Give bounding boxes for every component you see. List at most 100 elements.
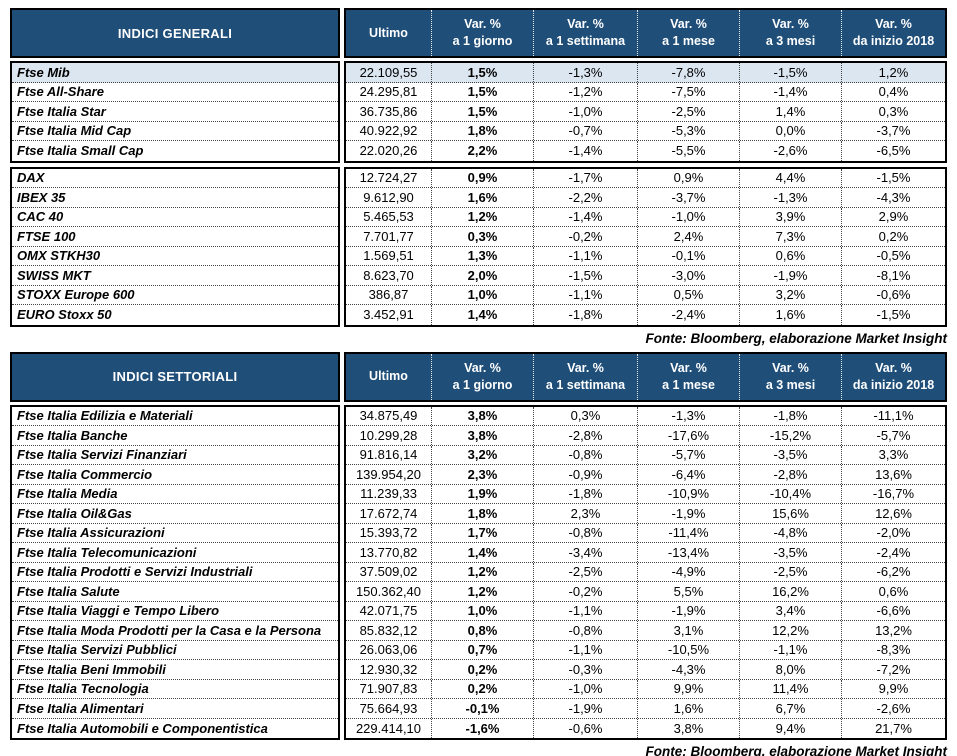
value-cell: 0,6% [878,583,909,599]
table-row: 40.922,92 1,8% -0,7% -5,3% 0,0% -3,7% [346,121,945,141]
value-cell: -1,9% [534,699,638,718]
value-cell: 13.770,82 [346,543,432,562]
table-row: 26.063,06 0,7% -1,1% -10,5% -1,1% -8,3% [346,640,945,660]
index-name: Ftse Italia Media [12,485,338,504]
value-cell: -8,1% [876,267,911,283]
value-cell: 71.907,83 [346,679,432,698]
table-title: INDICI GENERALI [10,8,340,58]
value-cell: -15,2% [740,426,842,445]
value-cell: -0,1% [638,246,740,265]
value-cell: -2,4% [876,544,911,560]
table-row: 71.907,83 0,2% -1,0% 9,9% 11,4% 9,9% [346,679,945,699]
column-header: Var. % a 1 giorno [432,353,534,400]
value-cell: 1,4% [740,102,842,121]
column-header-line1: Var. % [567,17,604,31]
value-cell: 2,9% [878,209,909,225]
value-cell: 7.701,77 [346,227,432,246]
value-cell: 1,6% [432,188,534,207]
index-name: Ftse Italia Oil&Gas [12,504,338,524]
table-row: 36.735,86 1,5% -1,0% -2,5% 1,4% 0,3% [346,102,945,122]
index-name: STOXX Europe 600 [12,286,338,305]
index-name: IBEX 35 [12,188,338,208]
index-name: Ftse Italia Tecnologia [12,680,338,699]
value-cell: 2,4% [638,227,740,246]
column-header-line1: Ultimo [369,25,408,40]
value-cell: -17,6% [638,426,740,445]
value-cell: -0,9% [534,465,638,484]
row-group: Ftse Italia Edilizia e Materiali Ftse Ita… [10,404,947,740]
index-name: DAX [12,169,338,188]
value-cell: -1,5% [740,63,842,82]
value-cell: 9,4% [740,718,842,738]
value-cell: 1,8% [432,504,534,523]
value-cell: 37.509,02 [346,562,432,581]
index-name: Ftse Italia Mid Cap [12,122,338,141]
value-cell: -6,6% [876,603,911,619]
source-note: Fonte: Bloomberg, elaborazione Market In… [645,744,947,756]
value-cell: 1,5% [432,82,534,101]
table-row: 8.623,70 2,0% -1,5% -3,0% -1,9% -8,1% [346,266,945,286]
table-row: 12.930,32 0,2% -0,3% -4,3% 8,0% -7,2% [346,660,945,680]
table-row: 75.664,93 -0,1% -1,9% 1,6% 6,7% -2,6% [346,699,945,719]
value-cell: 42.071,75 [346,601,432,620]
value-cell: -1,8% [534,484,638,503]
index-values-column: 22.109,55 1,5% -1,3% -7,8% -1,5% 1,2% 24.295,8… [344,61,947,163]
value-cell: 24.295,81 [346,82,432,101]
column-header-line1: Var. % [772,360,809,375]
value-cell: 9,9% [878,681,909,697]
index-name: Ftse Italia Telecomunicazioni [12,543,338,563]
value-cell: 5.465,53 [346,207,432,226]
column-header-line1: Var. % [464,360,501,375]
value-cell: -3,7% [876,123,911,139]
value-cell: -1,3% [638,406,740,425]
value-cell: -2,2% [534,188,638,207]
index-name: Ftse Italia Moda Prodotti per la Casa e … [12,621,338,641]
value-cell: 17.672,74 [346,504,432,523]
value-cell: 3,2% [740,285,842,304]
value-cell: -6,2% [876,564,911,580]
value-cell: -5,7% [876,427,911,443]
column-headers: Ultimo Var. % a 1 giorno Var. % a 1 settiman… [344,8,947,58]
value-cell: 9,9% [638,679,740,698]
table-row: 24.295,81 1,5% -1,2% -7,5% -1,4% 0,4% [346,82,945,102]
value-cell: -6,5% [876,143,911,159]
value-cell: 1,6% [740,305,842,325]
table-row: 37.509,02 1,2% -2,5% -4,9% -2,5% -6,2% [346,562,945,582]
table-row: 17.672,74 1,8% 2,3% -1,9% 15,6% 12,6% [346,504,945,524]
value-cell: -0,8% [534,523,638,542]
value-cell: 0,9% [432,168,534,187]
value-cell: 2,3% [432,465,534,484]
value-cell: -0,2% [534,582,638,601]
value-cell: 0,2% [878,228,909,244]
value-cell: 36.735,86 [346,102,432,121]
value-cell: -5,5% [638,141,740,161]
index-name-column: DAX IBEX 35 CAC 40 FTSE 100 OMX STKH30 SWISS … [10,166,340,327]
table-body: Ftse Italia Edilizia e Materiali Ftse Ita… [10,404,947,740]
value-cell: 11.239,33 [346,484,432,503]
value-cell: 0,7% [432,640,534,659]
index-name: Ftse Italia Alimentari [12,699,338,719]
column-header: Ultimo [346,353,432,400]
value-cell: -2,6% [740,141,842,161]
value-cell: 1,5% [432,63,534,82]
value-cell: -1,4% [740,82,842,101]
index-name: Ftse Italia Servizi Pubblici [12,641,338,660]
value-cell: 0,5% [638,285,740,304]
value-cell: -11,1% [873,408,914,424]
value-cell: -0,8% [534,445,638,464]
value-cell: -1,4% [534,141,638,161]
value-cell: 15.393,72 [346,523,432,542]
value-cell: 1,9% [432,484,534,503]
value-cell: 150.362,40 [346,582,432,601]
value-cell: -10,9% [638,484,740,503]
value-cell: 1,3% [432,246,534,265]
column-header-line1: Var. % [875,360,912,375]
index-name-column: Ftse Mib Ftse All-Share Ftse Italia Star Ft… [10,61,340,163]
value-cell: -1,7% [534,168,638,187]
value-cell: -7,8% [638,63,740,82]
value-cell: 0,3% [878,103,909,119]
value-cell: -0,2% [534,227,638,246]
value-cell: 6,7% [740,699,842,718]
value-cell: -1,1% [534,285,638,304]
index-name: Ftse Italia Assicurazioni [12,524,338,543]
